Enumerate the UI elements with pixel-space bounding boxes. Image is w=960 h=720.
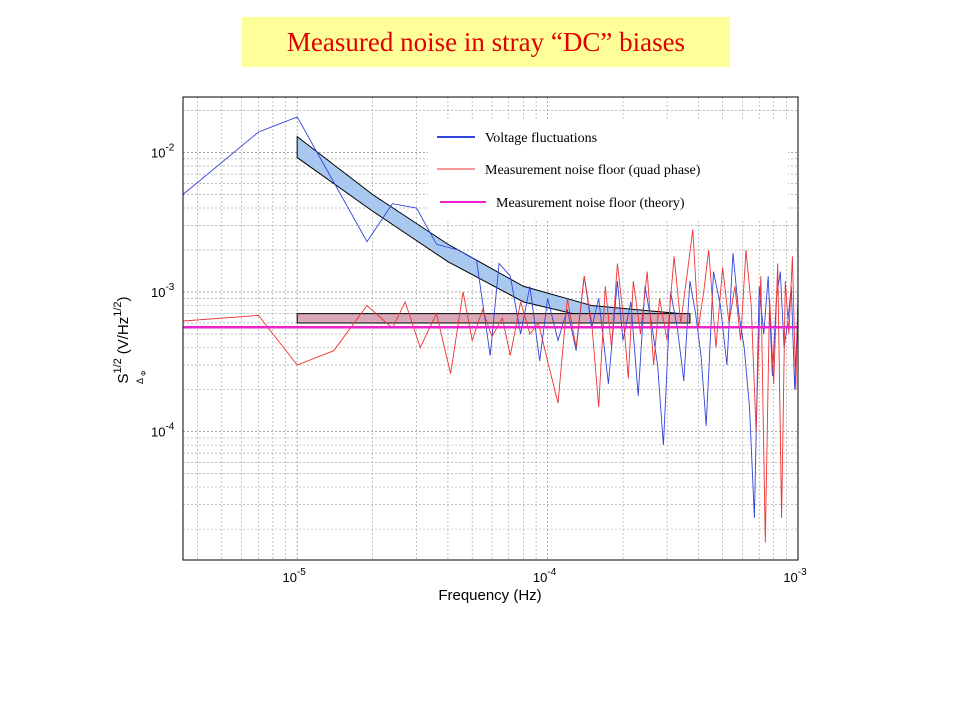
y-label-unit-power: 1/2 <box>112 301 124 316</box>
y-axis-label: S1/2(V/Hz1/2) Δ Φ <box>112 296 148 384</box>
y-tick-label: 10-4 <box>151 422 175 440</box>
y-label-prefix: S <box>115 374 132 384</box>
y-label-unit-close: ) <box>115 296 132 301</box>
y-tick-label: 10-3 <box>151 282 175 300</box>
y-label-unit-open: (V/Hz <box>115 317 132 355</box>
y-label-subsubscript: Φ <box>141 370 148 376</box>
y-tick-labels: 10-2 10-3 10-4 <box>151 143 175 440</box>
x-tick-labels: 10-5 10-4 10-3 <box>282 567 807 585</box>
legend-box <box>428 120 788 220</box>
title-box: Measured noise in stray “DC” biases <box>242 17 730 67</box>
x-axis-label: Frequency (Hz) <box>438 587 541 604</box>
series-lines <box>183 116 798 543</box>
y-tick-label: 10-2 <box>151 143 175 161</box>
legend-label: Voltage fluctuations <box>485 131 597 146</box>
legend: Voltage fluctuations Measurement noise fl… <box>437 131 701 211</box>
y-label-subscript: Δ <box>135 378 145 384</box>
x-tick-label: 10-3 <box>783 567 807 585</box>
plot-frame <box>182 96 799 561</box>
x-tick-label: 10-4 <box>533 567 557 585</box>
legend-label: Measurement noise floor (quad phase) <box>485 163 701 178</box>
svg-text:S1/2(V/Hz1/2): S1/2(V/Hz1/2) <box>112 296 132 383</box>
legend-label: Measurement noise floor (theory) <box>496 196 685 211</box>
x-tick-label: 10-5 <box>282 567 306 585</box>
page-title: Measured noise in stray “DC” biases <box>286 26 686 57</box>
series-line <box>183 116 798 519</box>
y-label-power: 1/2 <box>112 358 124 373</box>
